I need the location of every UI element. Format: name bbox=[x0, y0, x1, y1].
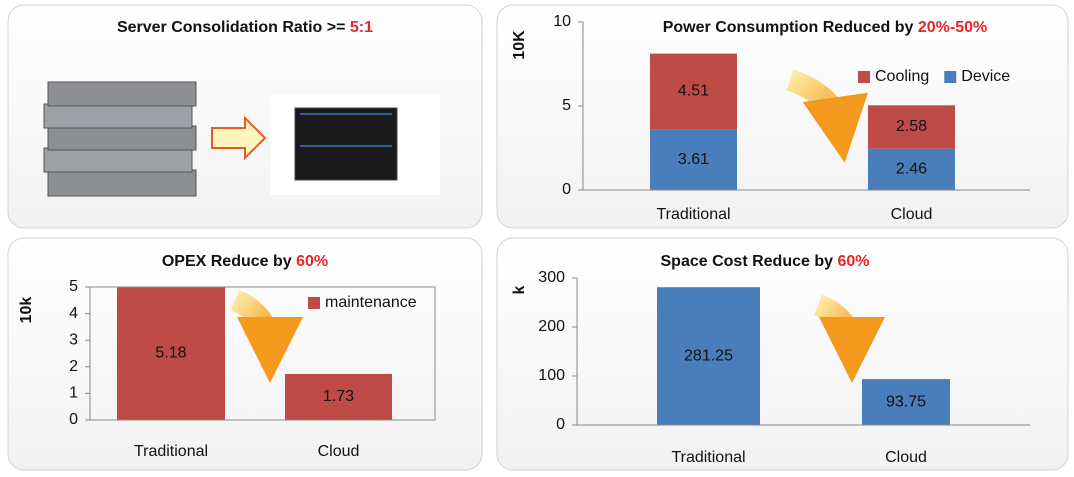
y-tick-label: 2 bbox=[69, 358, 78, 375]
y-tick-label: 5 bbox=[562, 97, 571, 114]
y-tick-label: 4 bbox=[69, 305, 78, 322]
data-label: 3.61 bbox=[678, 151, 709, 168]
y-tick-label: 300 bbox=[538, 269, 565, 286]
title-text: Space Cost Reduce by bbox=[661, 253, 838, 270]
y-axis-label: 10K bbox=[511, 30, 528, 60]
title-text: Server Consolidation Ratio >= bbox=[117, 19, 350, 36]
title-text: OPEX Reduce by bbox=[162, 253, 296, 270]
arrow bbox=[813, 294, 885, 383]
plot bbox=[657, 287, 950, 425]
title-highlight: 60% bbox=[837, 253, 869, 270]
title-highlight: 60% bbox=[296, 253, 328, 270]
bar bbox=[657, 287, 760, 425]
y-axis-label: k bbox=[511, 285, 528, 294]
arrow bbox=[211, 115, 267, 161]
chart-title: Space Cost Reduce by 60% bbox=[661, 253, 870, 270]
blade-server bbox=[294, 107, 398, 181]
data-label: 5.18 bbox=[155, 345, 186, 362]
data-label: 1.73 bbox=[323, 388, 354, 405]
legend-label: Cooling bbox=[875, 68, 929, 85]
legend-swatch bbox=[944, 71, 957, 83]
bar bbox=[650, 129, 737, 190]
plot bbox=[117, 287, 392, 420]
x-tick-label: Cloud bbox=[891, 206, 933, 223]
bar bbox=[117, 287, 225, 420]
data-label: 2.46 bbox=[896, 161, 927, 178]
server-stack bbox=[43, 81, 197, 197]
legend-label: Device bbox=[961, 68, 1010, 85]
y-tick-label: 10 bbox=[553, 13, 571, 30]
arrow bbox=[786, 69, 868, 163]
title-text: Power Consumption Reduced by bbox=[663, 19, 918, 36]
panel-title: Server Consolidation Ratio >= 5:1 bbox=[117, 19, 373, 36]
x-tick-label: Traditional bbox=[656, 206, 730, 223]
arrow bbox=[230, 289, 303, 383]
x-tick-label: Traditional bbox=[134, 443, 208, 460]
bar bbox=[868, 148, 955, 190]
x-tick-label: Traditional bbox=[671, 449, 745, 466]
legend-swatch bbox=[858, 71, 870, 83]
y-tick-label: 0 bbox=[556, 416, 565, 433]
panel bbox=[7, 237, 483, 471]
chart-title: Power Consumption Reduced by 20%-50% bbox=[663, 19, 988, 36]
plot bbox=[650, 53, 955, 190]
data-label: 4.51 bbox=[678, 83, 709, 100]
y-tick-label: 3 bbox=[69, 331, 78, 348]
plot-frame bbox=[89, 286, 436, 421]
y-tick-label: 0 bbox=[69, 411, 78, 428]
y-tick-label: 200 bbox=[538, 318, 565, 335]
data-label: 281.25 bbox=[684, 347, 733, 364]
bar bbox=[285, 373, 392, 420]
blade-detail bbox=[300, 113, 392, 147]
y-tick-label: 0 bbox=[562, 181, 571, 198]
bar bbox=[868, 105, 955, 149]
panel bbox=[496, 237, 1069, 471]
legend-swatch bbox=[308, 297, 320, 309]
chart-title: OPEX Reduce by 60% bbox=[162, 253, 328, 270]
title-highlight: 20%-50% bbox=[918, 19, 987, 36]
y-tick-label: 5 bbox=[69, 278, 78, 295]
x-tick-label: Cloud bbox=[318, 443, 360, 460]
data-label: 93.75 bbox=[886, 393, 926, 410]
data-label: 2.58 bbox=[896, 118, 927, 135]
y-tick-label: 1 bbox=[69, 385, 78, 402]
x-tick-label: Cloud bbox=[885, 449, 927, 466]
y-tick-label: 100 bbox=[538, 367, 565, 384]
bar bbox=[862, 379, 950, 425]
title-highlight: 5:1 bbox=[350, 19, 373, 36]
bar bbox=[650, 53, 737, 130]
y-axis-label: 10k bbox=[18, 297, 35, 324]
legend-label: maintenance bbox=[325, 294, 417, 311]
